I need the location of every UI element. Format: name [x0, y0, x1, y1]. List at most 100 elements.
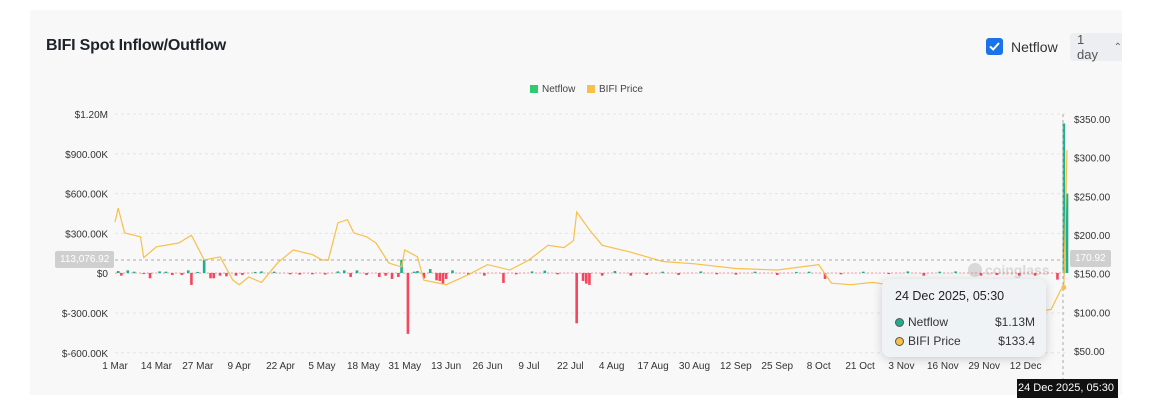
netflow-bar [428, 269, 432, 273]
netflow-bar [1065, 193, 1069, 273]
netflow-bar [311, 273, 314, 275]
x-tick: 14 Mar [141, 361, 173, 372]
netflow-bar [435, 273, 438, 281]
netflow-bar [677, 273, 680, 275]
netflow-bar [406, 273, 410, 334]
crosshair-left-label: 113,076.92 [55, 251, 115, 268]
netflow-bar [355, 270, 359, 273]
y-left-tick: $0 [97, 269, 109, 280]
netflow-bar [502, 273, 505, 283]
x-tick: 4 Aug [599, 361, 625, 372]
netflow-bar [196, 271, 200, 273]
netflow-bar [938, 271, 941, 273]
netflow-bar [661, 271, 664, 273]
x-tick: 17 Aug [638, 361, 669, 372]
netflow-bar [190, 273, 193, 285]
y-left-tick: $900.00K [65, 150, 108, 161]
netflow-bar [412, 271, 416, 273]
x-tick: 26 Jun [473, 361, 503, 372]
netflow-bar [995, 273, 999, 275]
netflow-bar [979, 273, 983, 276]
netflow-bar [438, 273, 442, 281]
y-right-tick: $300.00 [1074, 154, 1111, 165]
crosshair-date-label: 24 Dec 2025, 05:30 [1017, 379, 1118, 398]
x-tick: 1 Mar [102, 361, 128, 372]
netflow-bar [451, 270, 454, 273]
x-tick: 13 Jun [431, 361, 461, 372]
netflow-bar [483, 273, 486, 276]
tooltip-value: $133.4 [998, 334, 1035, 348]
netflow-bar [186, 270, 190, 273]
netflow-bar [142, 273, 145, 275]
netflow-bar [365, 273, 368, 275]
netflow-bar [164, 271, 168, 273]
legend-swatch [587, 85, 595, 93]
x-tick: 5 May [308, 361, 335, 372]
x-tick: 9 Apr [227, 361, 251, 372]
x-tick: 8 Oct [807, 361, 831, 372]
netflow-checkbox[interactable] [986, 38, 1003, 55]
x-tick: 22 Jul [557, 361, 584, 372]
netflow-bar [1033, 273, 1037, 276]
tooltip-value: $1.13M [994, 315, 1035, 329]
netflow-bar [467, 273, 470, 275]
netflow-bar [132, 271, 136, 273]
legend-swatch [530, 85, 538, 93]
tooltip-date: 24 Dec 2025, 05:30 [895, 289, 1005, 303]
netflow-bar [922, 273, 926, 276]
price-dot-icon [895, 337, 904, 347]
netflow-bar [253, 271, 257, 273]
netflow-checkbox-label[interactable]: Netflow [1011, 39, 1058, 55]
netflow-bar [575, 273, 578, 324]
x-tick: 31 May [388, 361, 421, 372]
netflow-bar [116, 271, 120, 273]
netflow-bar [397, 273, 400, 277]
netflow-bar [887, 273, 891, 275]
netflow-bar [775, 273, 779, 275]
interval-select[interactable]: 1 day ⌃ [1070, 32, 1122, 62]
check-icon [989, 42, 1000, 51]
netflow-bar [298, 273, 301, 275]
x-tick: 12 Dec [1010, 361, 1042, 372]
x-tick: 29 Nov [968, 361, 1000, 372]
netflow-bar [416, 271, 419, 273]
watermark: coinglass [985, 262, 1050, 278]
netflow-bar [212, 273, 216, 279]
netflow-bar [514, 273, 518, 275]
x-tick: 21 Oct [845, 361, 875, 372]
netflow-bar [272, 271, 276, 273]
netflow-bar [209, 273, 212, 279]
y-left-tick: $-600.00K [62, 349, 108, 360]
y-left-tick: $600.00K [65, 190, 108, 201]
x-tick: 18 May [347, 361, 380, 372]
netflow-bar [543, 270, 547, 273]
netflow-bar [734, 273, 738, 275]
netflow-bar [180, 273, 184, 275]
tooltip-label: Netflow [908, 315, 949, 329]
y-right-tick: $350.00 [1074, 115, 1111, 126]
netflow-bar [715, 273, 719, 275]
x-tick: 9 Jul [518, 361, 539, 372]
netflow-bar [422, 273, 426, 279]
netflow-bar [699, 271, 703, 273]
y-right-tick: $250.00 [1074, 192, 1111, 203]
netflow-bar [530, 271, 534, 273]
x-tick: 12 Sep [720, 361, 752, 372]
netflow-bar [1056, 273, 1059, 280]
x-tick: 30 Aug [679, 361, 710, 372]
netflow-bar [1017, 273, 1021, 276]
netflow-bar [629, 273, 633, 276]
x-tick: 25 Sep [761, 361, 793, 372]
netflow-bar [795, 271, 798, 273]
netflow-bar [861, 271, 865, 273]
y-left-tick: $300.00K [65, 229, 108, 240]
y-right-tick: $50.00 [1074, 347, 1105, 358]
chevron-updown-icon: ⌃ [1113, 41, 1122, 53]
netflow-bar [336, 271, 340, 273]
netflow-bar [342, 270, 346, 273]
tooltip-row-netflow: Netflow $1.13M [895, 315, 1035, 329]
y-right-tick: $150.00 [1074, 270, 1111, 281]
netflow-bar [441, 273, 445, 284]
price-line [114, 150, 1068, 313]
